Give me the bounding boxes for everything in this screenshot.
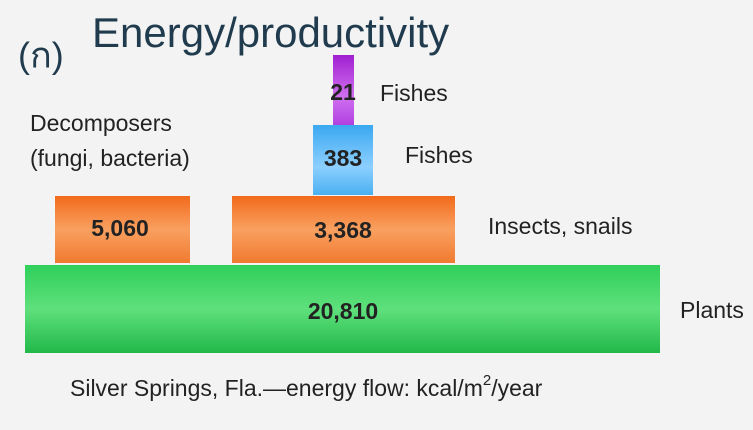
level-label: Fishes	[380, 80, 448, 106]
caption: Silver Springs, Fla.—energy flow: kcal/m…	[70, 372, 543, 401]
level-label: Plants	[680, 297, 744, 323]
caption-superscript: 2	[483, 372, 491, 389]
level-label: Insects, snails	[488, 213, 632, 239]
insects-block	[232, 196, 455, 263]
fishes-block	[313, 125, 373, 195]
caption-suffix: /year	[491, 375, 542, 401]
level-value: 3,368	[314, 217, 372, 243]
decomposers-label: Decomposers	[30, 110, 172, 136]
level-value: 20,810	[308, 298, 378, 324]
level-value: 21	[330, 79, 356, 105]
caption-text: Silver Springs, Fla.—energy flow: kcal/m	[70, 375, 483, 401]
top-fishes-block	[333, 55, 354, 125]
level-label: Fishes	[405, 142, 473, 168]
marker: (ก)	[18, 35, 64, 76]
title: Energy/productivity	[92, 9, 449, 56]
plants-block	[25, 265, 660, 353]
level-value: 383	[324, 145, 362, 171]
decomposers-value: 5,060	[91, 215, 149, 241]
decomposers-label: (fungi, bacteria)	[30, 145, 190, 171]
decomposers-block	[55, 196, 190, 263]
